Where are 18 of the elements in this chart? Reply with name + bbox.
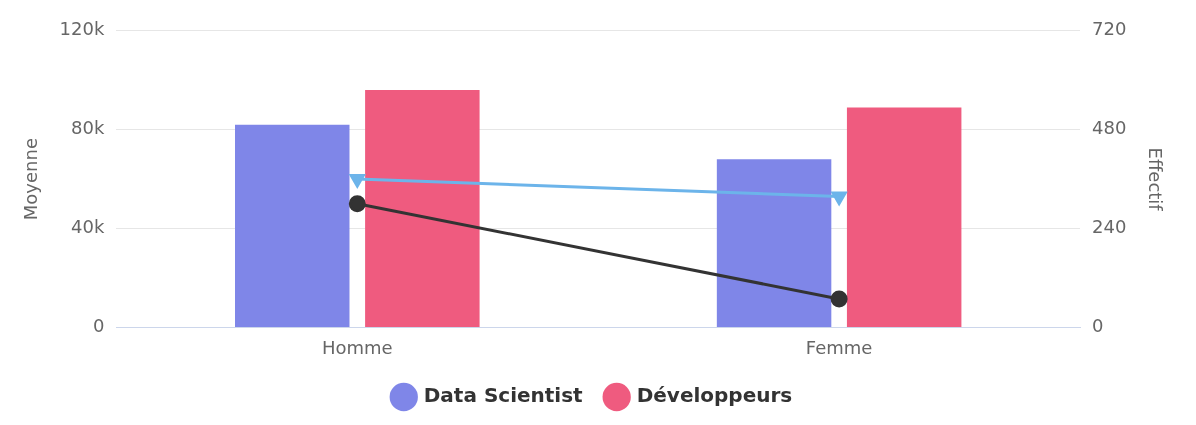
y2-tick-label: 240 [1092,216,1127,238]
bar [716,159,832,327]
x-tick-label: Femme [805,336,873,358]
bar [365,90,480,327]
y2-axis-title: Effectif [1144,147,1166,212]
y2-tick-label: 0 [1092,315,1104,337]
y-tick-label: 0 [92,315,105,337]
y-tick-label: 80k [71,117,105,139]
bar [846,107,962,327]
y-tick-label: 120k [59,18,105,40]
y-axis-title: Moyenne [20,138,42,221]
legend-label: Développeurs [636,383,793,408]
y2-tick-label: 480 [1092,117,1127,139]
y2-tick-label: 720 [1092,18,1127,40]
x-tick-label: Homme [321,336,393,358]
bar [235,124,350,327]
legend-label: Data Scientist [423,383,584,408]
y-tick-label: 40k [71,216,105,238]
